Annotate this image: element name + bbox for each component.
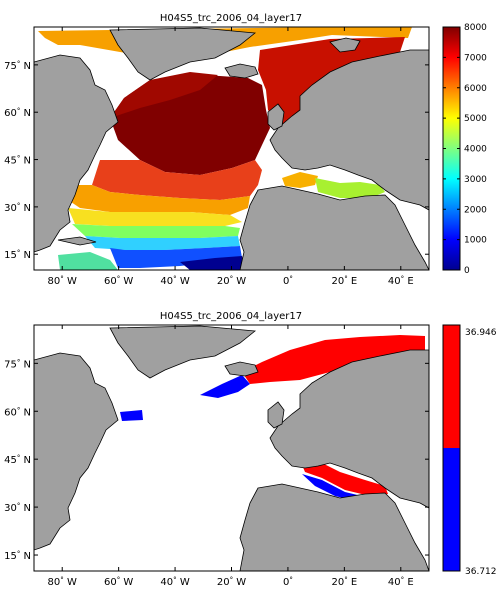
colorbar1-tick-label: 4000 — [464, 145, 487, 155]
x-tick-label: 20° W — [217, 275, 246, 287]
y-tick-label: 75° N — [4, 60, 31, 72]
field-irminger-edge — [110, 72, 218, 118]
y-tick-label: 75° N — [4, 358, 31, 370]
land-britain-2 — [267, 401, 285, 429]
colorbar1-tick-label: 1000 — [464, 236, 487, 246]
land-north-america — [34, 54, 119, 253]
map2-x-axis: 80° W 60° W 40° W 20° W 0° 20° E 40° E — [48, 325, 414, 588]
x-tick-label: 80° W — [48, 576, 77, 588]
field-tropical-green — [72, 224, 240, 238]
field-subtropical-north — [68, 185, 250, 215]
y-tick-label: 45° N — [4, 155, 31, 167]
land-europe-2 — [269, 349, 429, 509]
colorbar-top: 0 1000 2000 3000 4000 5000 6000 7000 8000 — [442, 23, 487, 276]
y-tick-label: 15° N — [4, 550, 31, 562]
land-cuba — [57, 236, 97, 246]
field-caribbean — [58, 252, 118, 270]
x-tick-label: 0° — [283, 275, 293, 287]
x-tick-label: 60° W — [104, 275, 133, 287]
map1-y-axis: 15° N 30° N 45° N 60° N 75° N — [4, 60, 429, 261]
x-tick-label: 0° — [283, 576, 293, 588]
map2-land — [34, 325, 429, 571]
field-labrador-low — [120, 410, 143, 421]
colorbar2-frame — [442, 324, 461, 572]
field-tropical-deep — [180, 256, 245, 270]
x-tick-label: 60° W — [104, 576, 133, 588]
land-africa — [239, 185, 429, 270]
field-med-blue — [302, 474, 386, 502]
y-tick-label: 45° N — [4, 454, 31, 466]
land-britain — [267, 103, 285, 131]
y-tick-label: 60° N — [4, 107, 31, 119]
map1-title: H04S5_trc_2006_04_layer17 — [160, 13, 302, 24]
land-north-america-2 — [34, 352, 119, 551]
field-midlatitude — [92, 160, 262, 200]
field-east-med — [315, 178, 385, 198]
map2-title: H04S5_trc_2006_04_layer17 — [160, 311, 302, 322]
x-tick-label: 80° W — [48, 275, 77, 287]
colorbar1-tick-label: 8000 — [464, 23, 487, 33]
y-tick-label: 30° N — [4, 502, 31, 514]
field-west-med — [282, 172, 318, 188]
colorbar1-tick-label: 6000 — [464, 84, 487, 94]
map-panel-top: H04S5_trc_2006_04_layer17 — [4, 13, 487, 287]
field-med-red — [300, 460, 388, 496]
y-tick-label: 15° N — [4, 249, 31, 261]
field-tropical-cyan — [85, 236, 240, 250]
x-tick-label: 20° E — [331, 275, 357, 287]
map2-y-axis: 15° N 30° N 45° N 60° N 75° N — [4, 358, 429, 562]
colorbar2-high-color — [443, 325, 460, 448]
land-africa-2 — [239, 483, 429, 571]
colorbar1-tick-label: 2000 — [464, 205, 487, 215]
map-panel-bottom: H04S5_trc_2006_04_layer17 80° — [4, 311, 497, 588]
map1-x-axis: 80° W 60° W 40° W 20° W 0° 20° E 40° E — [48, 27, 414, 287]
colorbar1-tick-label: 7000 — [464, 53, 487, 63]
colorbar1-tick-label: 3000 — [464, 175, 487, 185]
field-subtropical-south — [68, 208, 242, 226]
land-iceland — [224, 63, 259, 79]
x-tick-label: 40° W — [160, 576, 189, 588]
colorbar2-max-label: 36.946 — [465, 328, 497, 338]
colorbar2-min-label: 36.712 — [465, 567, 497, 577]
x-tick-label: 40° E — [388, 275, 414, 287]
land-iceland-2 — [224, 361, 259, 377]
land-greenland-2 — [109, 325, 257, 379]
land-svalbard — [329, 37, 361, 53]
field-nordic-high — [242, 335, 425, 384]
x-tick-label: 40° E — [388, 576, 414, 588]
colorbar1-tick-label: 5000 — [464, 114, 487, 124]
colorbar1-tick-label: 0 — [464, 266, 470, 276]
colorbar2-low-color — [443, 448, 460, 571]
map1-plot-area — [34, 27, 429, 270]
y-tick-label: 30° N — [4, 202, 31, 214]
land-greenland — [109, 27, 257, 81]
colorbar-bottom: 36.946 36.712 — [442, 324, 497, 577]
x-tick-label: 20° E — [331, 576, 357, 588]
colorbar1-ticks: 0 1000 2000 3000 4000 5000 6000 7000 8000 — [443, 23, 487, 276]
y-tick-label: 60° N — [4, 406, 31, 418]
field-shelf-low — [200, 375, 250, 398]
map2-plot-area — [34, 325, 429, 571]
x-tick-label: 20° W — [217, 576, 246, 588]
land-europe — [269, 49, 429, 211]
map1-land — [34, 27, 429, 270]
x-tick-label: 40° W — [160, 275, 189, 287]
